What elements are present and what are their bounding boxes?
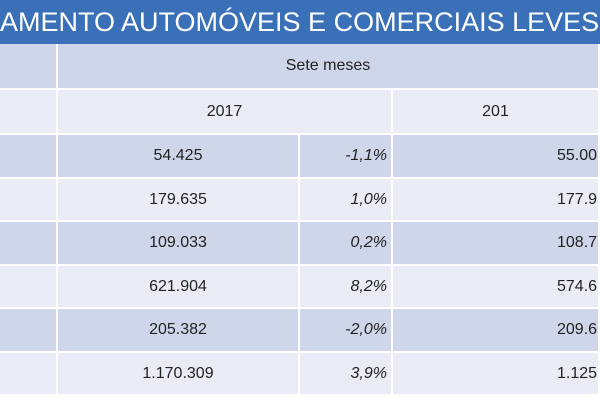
percent-cell: -1,1% xyxy=(300,135,393,179)
row-stub xyxy=(0,265,58,309)
percent-cell: 8,2% xyxy=(300,265,393,309)
percent-cell: 3,9% xyxy=(300,352,393,396)
group-header: Sete meses xyxy=(58,44,600,90)
value-cell: 205.382 xyxy=(58,309,300,353)
value-cell: 108.7 xyxy=(393,222,600,266)
percent-cell: 0,2% xyxy=(300,222,393,266)
row-stub xyxy=(0,352,58,396)
row-stub xyxy=(0,135,58,179)
year-header: 201 xyxy=(393,90,600,135)
row-stub xyxy=(0,309,58,353)
percent-cell: -2,0% xyxy=(300,309,393,353)
row-stub xyxy=(0,178,58,222)
value-cell: 1.170.309 xyxy=(58,352,300,396)
value-cell: 574.6 xyxy=(393,265,600,309)
stub-cell xyxy=(0,90,58,135)
value-cell: 55.00 xyxy=(393,135,600,179)
title: AMENTO AUTOMÓVEIS E COMERCIAIS LEVES POR xyxy=(0,7,600,37)
title-bar: AMENTO AUTOMÓVEIS E COMERCIAIS LEVES POR xyxy=(0,0,600,44)
value-cell: 109.033 xyxy=(58,222,300,266)
row-stub xyxy=(0,222,58,266)
value-cell: 1.125. xyxy=(393,352,600,396)
value-cell: 179.635 xyxy=(58,178,300,222)
percent-cell: 1,0% xyxy=(300,178,393,222)
corner-cell xyxy=(0,44,58,90)
value-cell: 621.904 xyxy=(58,265,300,309)
year-header: 2017 xyxy=(58,90,393,135)
value-cell: 177.9 xyxy=(393,178,600,222)
value-cell: 54.425 xyxy=(58,135,300,179)
value-cell: 209.6 xyxy=(393,309,600,353)
